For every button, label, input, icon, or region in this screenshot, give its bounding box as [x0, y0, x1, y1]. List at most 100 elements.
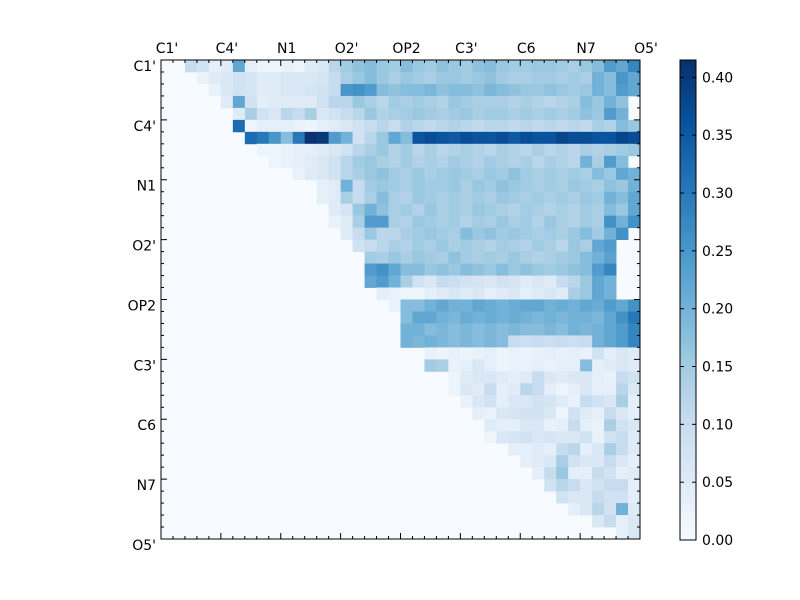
heatmap-cell [352, 83, 365, 97]
heatmap-cell [568, 395, 581, 408]
heatmap-cell [376, 95, 389, 109]
heatmap-cell [496, 335, 509, 348]
heatmap-cell [364, 215, 377, 229]
heatmap-cell [460, 275, 473, 288]
heatmap-cell [580, 263, 593, 276]
heatmap-cell [424, 347, 437, 360]
heatmap-cell [544, 407, 557, 420]
heatmap-cell [544, 167, 557, 181]
heatmap-cell [520, 347, 533, 360]
heatmap-cell [532, 251, 545, 264]
heatmap-cell [340, 143, 354, 157]
heatmap-cell [592, 155, 605, 169]
heatmap-cell [388, 251, 401, 264]
heatmap-cell [472, 407, 485, 420]
heatmap-cell [400, 215, 413, 229]
heatmap-cell [448, 71, 461, 85]
heatmap-cell [376, 107, 389, 121]
heatmap-cell [556, 71, 569, 85]
heatmap-cell [484, 239, 497, 253]
heatmap-cell [448, 263, 461, 276]
heatmap-cell [580, 503, 593, 516]
heatmap-cell [508, 83, 521, 97]
heatmap-cell [460, 119, 473, 133]
heatmap-cell [592, 95, 605, 109]
heatmap-cell [328, 143, 342, 157]
heatmap-cell [556, 443, 569, 456]
heatmap-cell [424, 227, 437, 241]
heatmap-cell [388, 107, 401, 121]
heatmap-cell [592, 395, 605, 408]
heatmap-cell [268, 119, 282, 133]
heatmap-cell [316, 131, 330, 145]
heatmap-cell [412, 155, 425, 169]
heatmap-cell [532, 131, 545, 145]
heatmap-cell [424, 215, 437, 229]
x-tick-label: C3' [455, 41, 478, 57]
heatmap-cell [520, 383, 533, 396]
heatmap-cell [484, 323, 497, 336]
heatmap-cell [460, 299, 473, 312]
heatmap-cell [484, 359, 497, 372]
heatmap-cell [532, 263, 545, 276]
heatmap-cell [628, 431, 641, 444]
heatmap-cell [484, 215, 497, 229]
heatmap-cell [616, 107, 629, 121]
heatmap-cell [448, 239, 461, 253]
heatmap-cell [508, 335, 521, 348]
heatmap-cell [628, 467, 641, 480]
heatmap-cell [544, 419, 557, 432]
heatmap-cell [508, 71, 521, 85]
heatmap-cell [412, 227, 425, 241]
heatmap-cell [400, 95, 413, 109]
heatmap-cell [448, 155, 461, 169]
heatmap-cell [520, 155, 533, 169]
heatmap-cell [532, 203, 545, 217]
heatmap-cell [472, 155, 485, 169]
heatmap-cell [400, 323, 413, 336]
heatmap-cell [448, 179, 461, 193]
heatmap-cell [256, 107, 270, 121]
heatmap-cell [592, 335, 605, 348]
heatmap-cell [424, 143, 437, 157]
heatmap-cell [220, 83, 234, 97]
heatmap-cell [424, 107, 437, 121]
heatmap-cell [508, 299, 521, 312]
heatmap-cell [496, 191, 509, 205]
heatmap-cell [472, 299, 485, 312]
heatmap-cell [628, 143, 641, 157]
heatmap-cell [532, 119, 545, 133]
heatmap-cell [544, 467, 557, 480]
heatmap-cell [580, 143, 593, 157]
heatmap-cell [352, 191, 365, 205]
heatmap-cell [580, 179, 593, 193]
heatmap-cell [400, 239, 413, 253]
heatmap-cell [388, 275, 401, 288]
colorbar-tick-label: 0.05 [702, 475, 733, 491]
heatmap-cell [496, 431, 509, 444]
heatmap-cell [316, 191, 330, 205]
heatmap-cell [604, 215, 617, 229]
heatmap-cell [496, 299, 509, 312]
heatmap-cell [532, 443, 545, 456]
heatmap-cell [592, 467, 605, 480]
heatmap-cell [496, 71, 509, 85]
heatmap-cell [352, 239, 365, 253]
heatmap-cell [508, 263, 521, 276]
heatmap-cell [256, 119, 270, 133]
heatmap-cell [568, 503, 581, 516]
colorbar-tick-label: 0.35 [702, 128, 733, 144]
y-tick-label: O5' [132, 538, 156, 554]
heatmap-cell [628, 179, 641, 193]
heatmap-cell [508, 60, 521, 73]
heatmap-cell [628, 371, 641, 384]
heatmap-cell [460, 83, 473, 97]
heatmap-cell [628, 83, 641, 97]
heatmap-cell [592, 419, 605, 432]
heatmap-cell [400, 143, 413, 157]
heatmap-cell [604, 431, 617, 444]
heatmap-cell [376, 215, 389, 229]
heatmap-cell [580, 95, 593, 109]
heatmap-cell [424, 71, 437, 85]
